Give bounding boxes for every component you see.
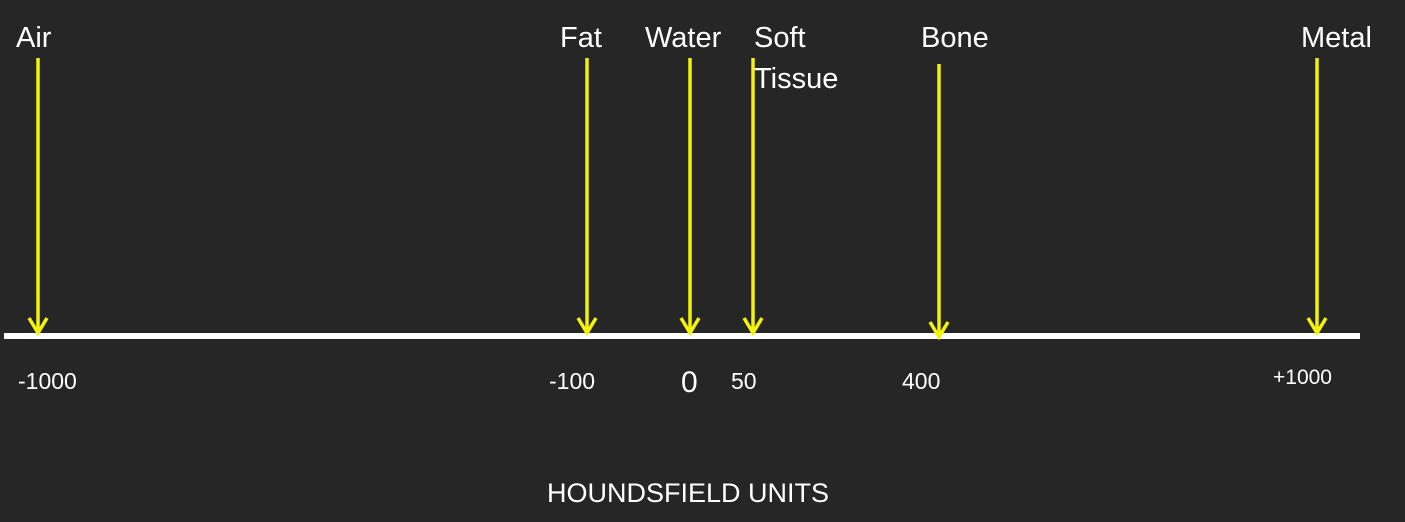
label-air: Air [16, 22, 52, 54]
label-bone: Bone [921, 22, 989, 54]
tick-metal: +1000 [1273, 366, 1332, 389]
tick-air: -1000 [18, 368, 77, 394]
label-metal: Metal [1301, 22, 1372, 54]
tick-soft-tissue: 50 [731, 368, 757, 394]
arrow-water [679, 58, 701, 337]
tick-fat: -100 [549, 368, 596, 394]
axis-title: HOUNDSFIELD UNITS [546, 478, 830, 508]
tick-water: 0 [681, 366, 698, 399]
label-soft-tissue: Soft Tissue [754, 22, 839, 95]
arrow-fat [576, 58, 598, 337]
label-fat: Fat [560, 22, 602, 54]
arrow-bone [928, 64, 950, 341]
arrow-air [27, 58, 49, 337]
tick-bone: 400 [902, 368, 941, 394]
arrow-soft-tissue [742, 58, 764, 337]
label-water: Water [645, 22, 722, 54]
arrow-metal [1306, 58, 1328, 337]
